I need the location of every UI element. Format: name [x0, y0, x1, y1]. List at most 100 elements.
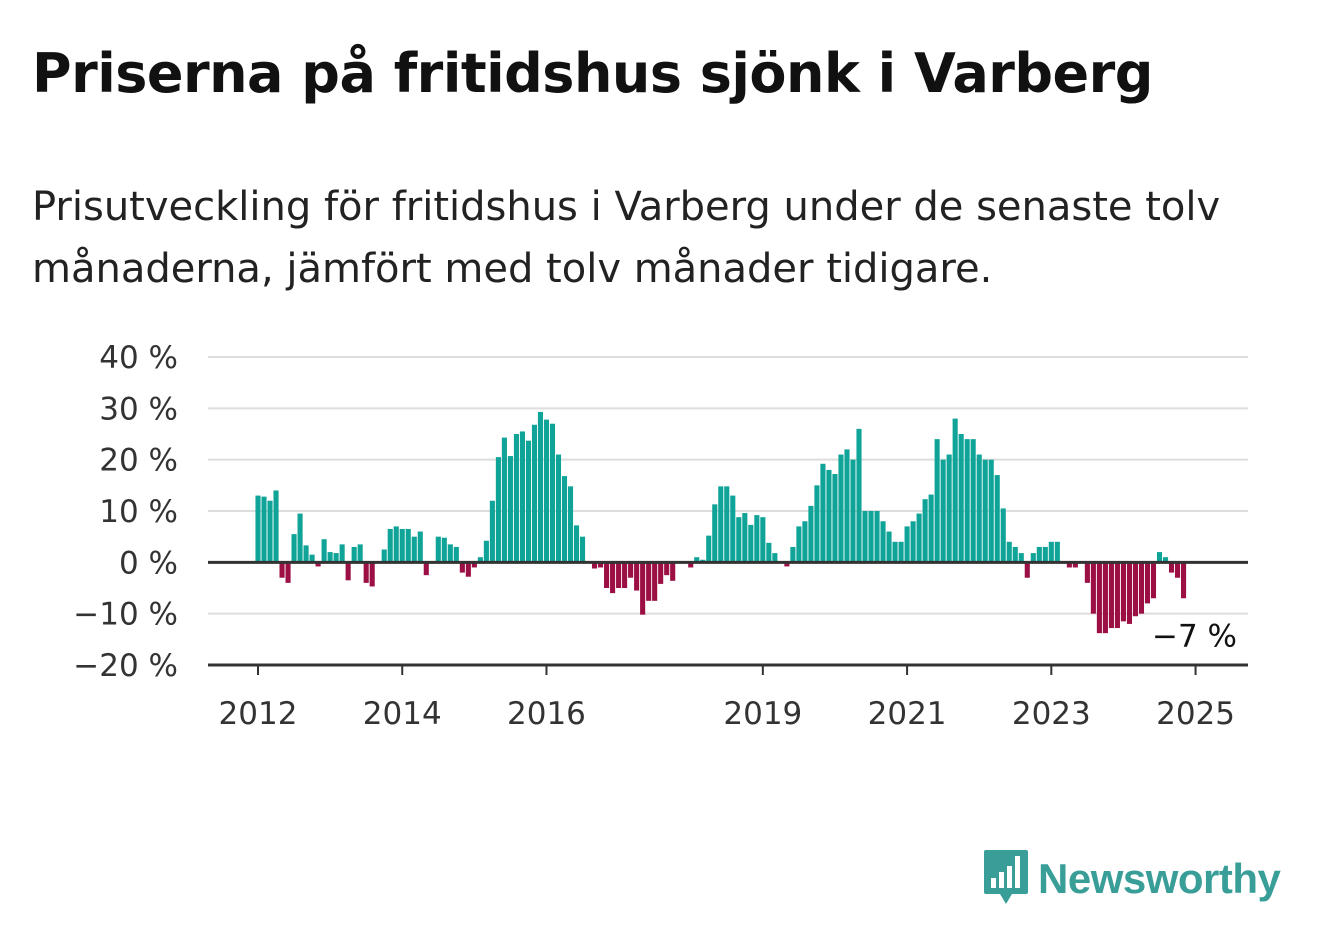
- bar: [417, 531, 423, 563]
- bar: [796, 526, 802, 563]
- bar: [736, 517, 742, 563]
- x-tick-label: 2016: [507, 696, 586, 732]
- bar: [567, 486, 574, 563]
- bar: [339, 544, 345, 563]
- bar: [351, 546, 357, 563]
- bar: [760, 517, 766, 563]
- bar: [477, 557, 483, 563]
- bar: [315, 562, 321, 567]
- bar: [291, 534, 297, 563]
- bar: [1138, 562, 1145, 614]
- bar: [616, 562, 622, 588]
- axes: [208, 560, 1248, 675]
- bar: [922, 499, 928, 563]
- bar: [670, 562, 676, 581]
- bar: [411, 536, 417, 563]
- bar: [1120, 562, 1126, 622]
- y-tick-label: −10 %: [73, 597, 178, 633]
- bar: [261, 496, 267, 563]
- bars: [255, 411, 1187, 634]
- bar: [706, 535, 712, 563]
- bar: [1132, 562, 1139, 617]
- bar: [718, 486, 724, 563]
- bar: [934, 439, 940, 563]
- x-tick-label: 2012: [219, 696, 298, 732]
- bar: [255, 495, 261, 563]
- x-tick-label: 2023: [1012, 696, 1091, 732]
- bar: [808, 505, 814, 563]
- bar: [1156, 552, 1163, 563]
- brand-name: Newsworthy: [1038, 855, 1281, 902]
- last-value-label-bg: [1155, 616, 1239, 657]
- axis-labels: 40 % 30 % 20 % 10 % 0 % −10 % −20 % 2012 2014 201…: [73, 340, 1239, 732]
- y-tick-label: 30 %: [99, 391, 178, 427]
- bar: [555, 454, 562, 563]
- bar: [495, 457, 501, 563]
- bar: [513, 434, 519, 563]
- bar: [465, 562, 471, 577]
- bar: [1096, 562, 1102, 634]
- x-tick-label: 2019: [723, 696, 802, 732]
- bar: [1006, 541, 1012, 563]
- last-value-label: −7 %: [1152, 618, 1237, 654]
- bar: [1150, 562, 1157, 599]
- bar: [820, 463, 826, 563]
- chart-title: Priserna på fritidshus sjönk i Varberg: [32, 42, 1153, 105]
- bar: [453, 546, 459, 563]
- bar: [826, 469, 832, 563]
- bar: [946, 454, 952, 563]
- bar: [1090, 562, 1096, 614]
- bar: [910, 521, 916, 563]
- newsworthy-logo: Newsworthy: [982, 848, 1281, 910]
- bar: [892, 541, 898, 563]
- bar: [898, 541, 904, 563]
- bar: [279, 562, 285, 578]
- bar: [441, 537, 447, 563]
- bar: [988, 459, 994, 563]
- bar: [543, 419, 550, 563]
- bar: [592, 562, 598, 569]
- bar: [1144, 562, 1151, 604]
- bar: [904, 526, 910, 563]
- bar: [1036, 546, 1042, 563]
- bar: [814, 485, 820, 563]
- bar: [1072, 562, 1078, 568]
- bar: [772, 553, 778, 563]
- bar: [549, 423, 556, 563]
- bar: [694, 557, 700, 563]
- bar: [573, 525, 580, 563]
- bar: [405, 528, 411, 563]
- bar-chart-logo-icon: [984, 850, 1028, 904]
- bar: [1024, 562, 1030, 578]
- y-tick-label: 20 %: [99, 443, 178, 479]
- bar: [712, 504, 718, 563]
- bar: [297, 513, 303, 563]
- bar: [393, 526, 399, 563]
- bar: [868, 511, 874, 563]
- bar: [688, 562, 694, 568]
- bar: [874, 511, 880, 563]
- bar: [483, 540, 489, 563]
- bar: [267, 500, 273, 563]
- bar: [561, 476, 568, 563]
- bar: [435, 536, 441, 563]
- bar: [982, 459, 988, 563]
- bar: [327, 552, 333, 563]
- bar: [880, 521, 886, 563]
- bar: [1030, 553, 1036, 563]
- y-tick-label: 10 %: [99, 494, 178, 530]
- bar: [531, 424, 538, 563]
- bar: [357, 544, 363, 563]
- bar: [598, 562, 604, 568]
- bar: [363, 562, 369, 583]
- bar: [610, 562, 616, 594]
- bar: [537, 411, 544, 563]
- bar: [754, 515, 760, 563]
- bar: [976, 454, 982, 563]
- bar: [802, 521, 808, 563]
- chart-subtitle: Prisutveckling för fritidshus i Varberg …: [32, 184, 1221, 292]
- bar: [273, 490, 279, 563]
- bar: [1012, 546, 1018, 563]
- bar: [387, 528, 393, 563]
